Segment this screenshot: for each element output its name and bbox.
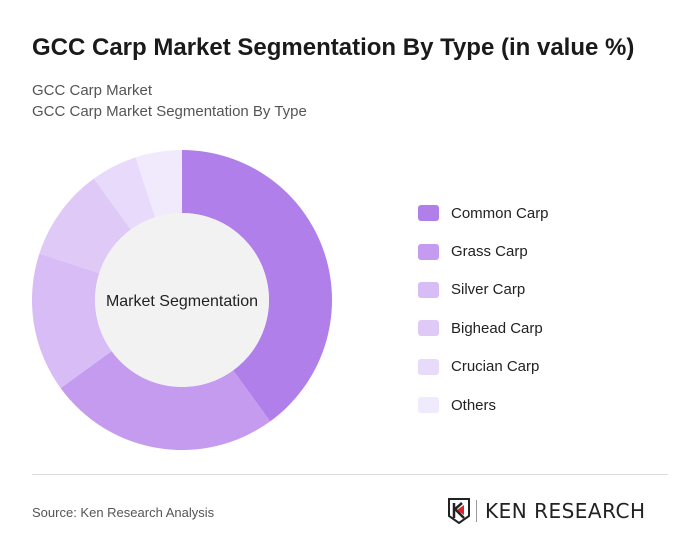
ken-research-logo: KEN RESEARCH [448, 498, 646, 524]
legend-item: Bighead Carp [418, 309, 549, 347]
legend-label: Common Carp [451, 204, 549, 222]
legend-swatch [418, 281, 439, 298]
legend-swatch [418, 358, 439, 375]
legend-label: Grass Carp [451, 243, 528, 261]
chart-title: GCC Carp Market Segmentation By Type (in… [32, 34, 635, 61]
center-label: Market Segmentation [106, 293, 258, 310]
legend-item: Crucian Carp [418, 348, 549, 386]
legend: Common Carp Grass Carp Silver Carp Bighead … [418, 194, 549, 424]
ken-logo-icon [448, 498, 470, 524]
legend-item: Others [418, 386, 549, 424]
legend-label: Silver Carp [451, 281, 526, 299]
slice-common-carp [182, 150, 332, 422]
slice-bighead-carp [39, 178, 131, 274]
legend-swatch [418, 243, 439, 260]
legend-label: Crucian Carp [451, 358, 540, 376]
source-note: Source: Ken Research Analysis [32, 505, 215, 520]
divider [32, 474, 668, 475]
legend-swatch [418, 320, 439, 337]
slice-silver-carp [32, 253, 112, 389]
legend-swatch [418, 205, 439, 222]
legend-item: Silver Carp [418, 271, 549, 309]
legend-label: Others [451, 396, 497, 414]
donut-chart: Market Segmentation [32, 150, 332, 450]
slice-crucian-carp [93, 157, 156, 230]
legend-swatch [418, 397, 439, 414]
legend-item: Common Carp [418, 194, 549, 232]
legend-label: Bighead Carp [451, 319, 543, 337]
slice-others [135, 150, 182, 218]
donut-center [95, 213, 269, 387]
subtitle-segmentation: GCC Carp Market Segmentation By Type [32, 103, 307, 120]
logo-text: KEN RESEARCH [485, 499, 646, 523]
legend-item: Grass Carp [418, 232, 549, 270]
subtitle-market: GCC Carp Market [32, 82, 153, 99]
slice-grass-carp [60, 351, 271, 450]
